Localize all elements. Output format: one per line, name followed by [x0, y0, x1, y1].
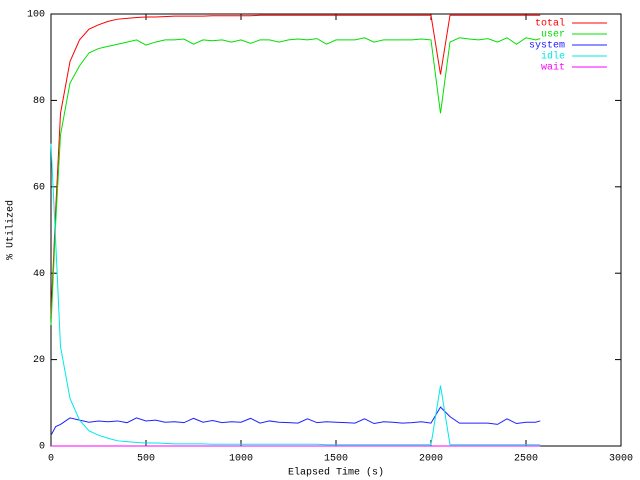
x-tick-label: 2500 — [514, 454, 538, 465]
legend-label: wait — [541, 62, 565, 74]
x-tick-label: 2000 — [419, 454, 443, 465]
series-line — [50, 37, 541, 326]
y-tick-label: 100 — [27, 10, 45, 21]
y-tick-label: 0 — [39, 442, 45, 453]
x-tick-label: 1000 — [229, 454, 253, 465]
series-line — [50, 406, 541, 436]
legend-label: system — [529, 41, 565, 52]
legend-label: idle — [541, 51, 565, 63]
y-axis-label: % Utilized — [5, 200, 17, 260]
y-tick-label: 60 — [33, 182, 45, 193]
x-tick-label: 0 — [48, 454, 54, 465]
x-axis-label: Elapsed Time (s) — [288, 467, 384, 479]
series-line — [50, 14, 541, 317]
legend-label: total — [535, 18, 565, 30]
y-tick-label: 80 — [33, 96, 45, 107]
x-tick-label: 3000 — [609, 454, 633, 465]
legend-label: user — [541, 30, 565, 41]
y-tick-label: 20 — [33, 355, 45, 366]
y-tick-label: 40 — [33, 269, 45, 280]
x-tick-label: 500 — [137, 454, 155, 465]
series-line — [50, 143, 541, 446]
plot-border — [50, 13, 622, 447]
x-tick-label: 1500 — [324, 454, 348, 465]
